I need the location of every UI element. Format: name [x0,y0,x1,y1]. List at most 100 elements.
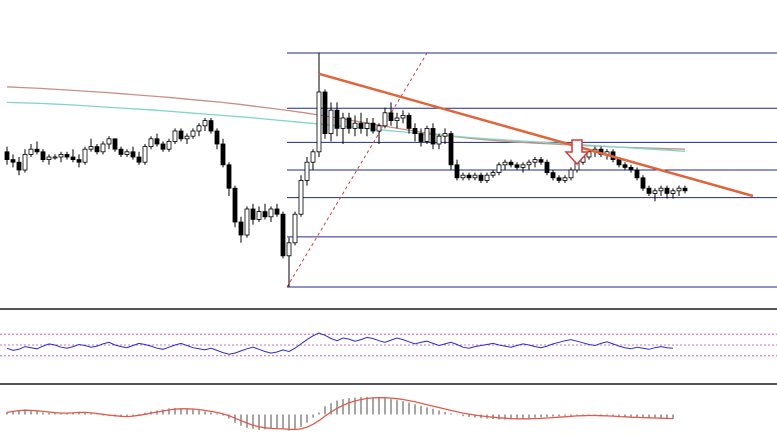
candle-body [550,172,556,179]
candle-body [316,91,322,153]
candle-body [652,190,658,194]
candle-body [532,159,538,163]
candle-body [142,146,148,163]
candle-body [250,208,256,220]
candle-body [328,109,334,134]
candle-body [232,187,238,223]
candle-body [622,164,628,168]
candle-body [388,112,394,122]
candle-body [664,187,670,194]
candle-body [22,153,28,171]
candle-body [634,169,640,179]
candle-body [112,138,118,150]
candle-body [508,161,514,166]
candle-body [496,164,502,174]
candle-body [670,190,676,194]
candle-body [208,120,214,132]
candle-body [280,213,286,257]
candle-body [676,187,682,192]
candle-body [184,135,190,140]
candle-body [520,164,526,168]
candle-body [352,122,358,129]
candle-body [286,242,292,257]
candle-body [616,159,622,166]
candle-body [28,148,34,155]
candle-body [682,187,688,192]
candle-body [436,135,442,145]
candle-body [430,127,436,145]
candle-body [370,122,376,132]
candle-body [202,120,208,127]
candle-body [220,143,226,166]
candle-body [478,174,484,181]
candle-body [466,174,472,179]
candle-body [226,164,232,189]
candle-body [82,148,88,163]
candle-body [88,146,94,150]
candle-body [448,133,454,166]
candle-body [418,133,424,142]
candle-body [58,153,64,158]
candle-body [490,172,496,176]
candle-body [34,148,40,153]
candle-body [484,174,490,181]
candle-body [100,143,106,153]
candle-body [196,125,202,132]
candle-body [214,130,220,145]
candle-body [130,151,136,158]
candle-body [658,187,664,192]
down-arrow-icon [564,139,590,166]
candle-body [178,130,184,140]
macd-signal-line [6,397,674,431]
candle-body [514,164,520,168]
candle-body [400,115,406,119]
candle-body [118,148,124,155]
candle-body [538,159,544,163]
candle-body [562,177,568,181]
candle-body [298,179,304,215]
candle-body [238,221,244,236]
trend-line [318,72,754,198]
candle-body [406,115,412,129]
candle-body [4,151,10,161]
candle-body [364,122,370,129]
candle-body [568,169,574,179]
candle-body [646,187,652,194]
candle-body [154,138,160,145]
candle-body [424,127,430,142]
candle-body [460,174,466,179]
candle-body [340,117,346,129]
candle-body [628,166,634,171]
candle-body [160,143,166,150]
candle-body [256,211,262,220]
candle-body [64,153,70,158]
candle-body [106,138,112,145]
candle-body [16,161,22,171]
candle-body [172,130,178,142]
candle-body [52,156,58,159]
candle-body [502,161,508,166]
candle-body [334,109,340,129]
candle-body [136,156,142,163]
candle-body [292,213,298,244]
candle-body [346,117,352,129]
candle-body [526,161,532,166]
candle-body [244,208,250,236]
candle-body [76,159,82,163]
candle-body [310,151,316,163]
candle-body [454,164,460,179]
candle-body [46,156,52,160]
candle-body [442,133,448,137]
candle-body [544,161,550,173]
candle-body [262,211,268,218]
candle-body [166,140,172,150]
candle-body [358,122,364,129]
candle-body [10,159,16,163]
candle-body [190,130,196,137]
candle-body [70,156,76,160]
candle-body [376,125,382,132]
candle-body [394,117,400,121]
rsi-line [6,332,674,355]
